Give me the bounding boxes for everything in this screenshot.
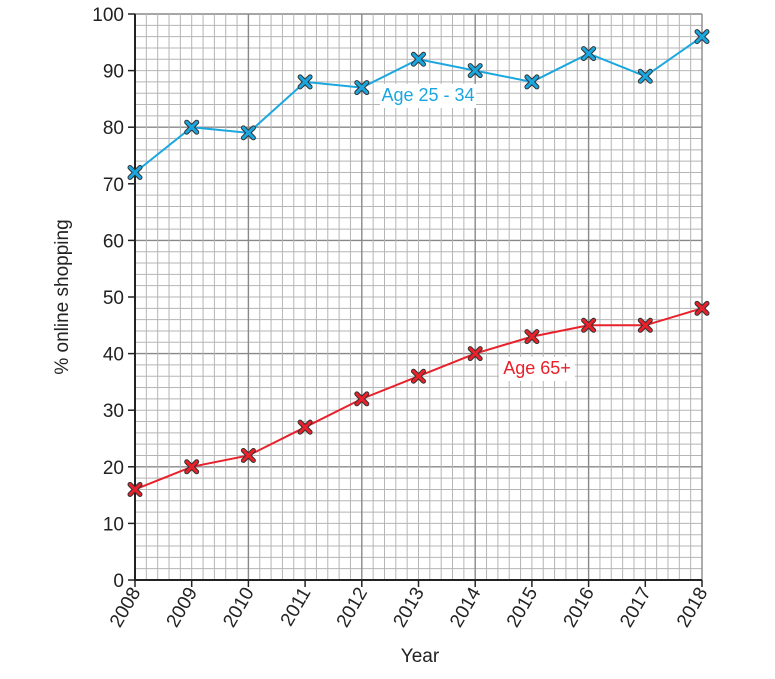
series-label-background xyxy=(380,84,476,108)
x-tick-label: 2013 xyxy=(390,584,429,631)
x-tick-label: 2017 xyxy=(616,584,655,631)
marker-cross xyxy=(185,460,199,474)
x-tick-label: 2009 xyxy=(163,584,202,631)
x-tick-label: 2014 xyxy=(446,584,486,631)
x-tick-label: 2015 xyxy=(503,584,542,631)
y-tick-label: 10 xyxy=(103,514,124,535)
data-point-marker xyxy=(524,329,540,345)
marker-cross xyxy=(412,52,425,66)
data-point-marker xyxy=(297,74,313,90)
data-point-marker xyxy=(127,164,143,180)
y-tick-label: 20 xyxy=(103,458,124,479)
data-point-marker xyxy=(694,300,710,316)
x-tick-label: 2008 xyxy=(106,584,145,631)
y-tick-label: 50 xyxy=(103,288,124,309)
marker-cross xyxy=(241,126,255,140)
marker-cross xyxy=(638,318,652,332)
data-point-marker xyxy=(581,317,597,333)
data-point-marker xyxy=(467,346,483,362)
y-axis-label: % online shopping xyxy=(52,219,73,374)
marker-cross xyxy=(582,47,596,61)
marker-cross xyxy=(185,120,199,134)
marker-cross xyxy=(468,64,482,78)
marker-cross xyxy=(582,318,596,332)
grid xyxy=(134,13,703,581)
marker-cross xyxy=(355,392,369,406)
marker-cross xyxy=(695,30,709,44)
data-point-marker xyxy=(127,481,143,497)
y-tick-label: 100 xyxy=(92,5,124,26)
data-point-marker xyxy=(411,51,426,67)
x-axis-label: Year xyxy=(401,646,440,667)
x-tick-label: 2011 xyxy=(277,584,316,630)
data-point-marker xyxy=(354,80,370,96)
x-tick-label: 2012 xyxy=(333,584,372,631)
data-point-marker xyxy=(240,447,256,463)
y-tick-label: 30 xyxy=(103,401,124,422)
marker-cross xyxy=(128,165,142,179)
x-tick-label: 2016 xyxy=(560,584,599,631)
data-point-marker xyxy=(637,68,653,84)
marker-cross xyxy=(638,69,652,83)
marker-cross xyxy=(128,482,142,496)
series-label-background xyxy=(499,357,575,381)
marker-cross xyxy=(468,347,482,361)
marker-cross xyxy=(525,75,539,89)
y-tick-label: 90 xyxy=(103,62,124,83)
series-label: Age 25 - 34 xyxy=(381,85,474,105)
marker-cross xyxy=(241,448,255,462)
data-point-marker xyxy=(411,368,426,384)
data-point-marker xyxy=(354,391,370,407)
x-tick-label: 2010 xyxy=(219,584,258,631)
series-label: Age 65+ xyxy=(503,358,571,378)
y-tick-label: 60 xyxy=(103,231,124,252)
data-point-marker xyxy=(184,459,200,475)
marker-cross xyxy=(525,330,539,344)
marker-cross xyxy=(412,369,425,383)
data-point-marker xyxy=(581,46,597,62)
data-point-marker xyxy=(297,419,313,435)
data-point-marker xyxy=(637,317,653,333)
x-tick-label: 2018 xyxy=(673,584,712,631)
data-point-marker xyxy=(524,74,540,90)
marker-cross xyxy=(695,301,709,315)
data-point-marker xyxy=(467,63,483,79)
series: Age 25 - 34 Age 65+ xyxy=(127,29,710,497)
marker-cross xyxy=(355,81,369,95)
data-point-marker xyxy=(184,119,200,135)
marker-cross xyxy=(298,420,312,434)
y-tick-label: 40 xyxy=(103,345,124,366)
y-tick-label: 0 xyxy=(113,571,124,592)
y-tick-label: 70 xyxy=(103,175,124,196)
marker-cross xyxy=(298,75,312,89)
y-tick-label: 80 xyxy=(103,118,124,139)
data-point-marker xyxy=(240,125,256,141)
data-point-marker xyxy=(694,29,710,45)
